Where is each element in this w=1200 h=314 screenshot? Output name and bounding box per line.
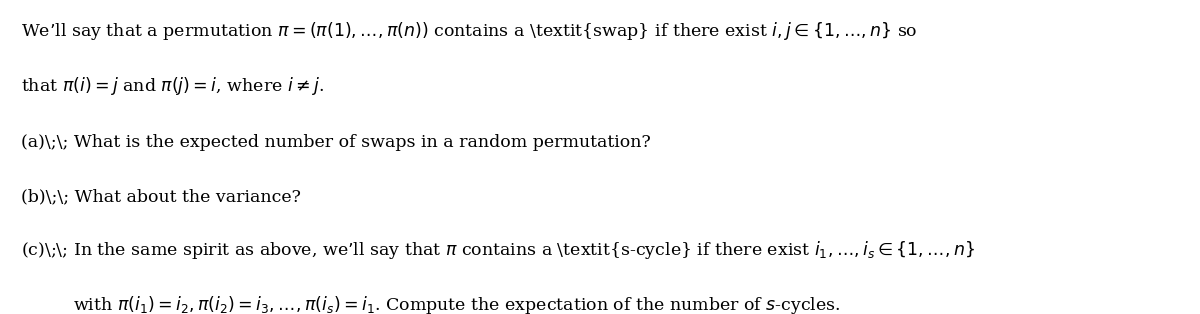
Text: that $\pi(i) = j$ and $\pi(j) = i$, where $i \neq j$.: that $\pi(i) = j$ and $\pi(j) = i$, wher… [20,75,324,97]
Text: (b)\;\; What about the variance?: (b)\;\; What about the variance? [20,188,301,205]
Text: (c)\;\; In the same spirit as above, we’ll say that $\pi$ contains a \textit{s-c: (c)\;\; In the same spirit as above, we’… [20,239,974,261]
Text: (a)\;\; What is the expected number of swaps in a random permutation?: (a)\;\; What is the expected number of s… [20,134,650,151]
Text: with $\pi(i_1) = i_2, \pi(i_2) = i_3, \ldots, \pi(i_s) = i_1$. Compute the expec: with $\pi(i_1) = i_2, \pi(i_2) = i_3, \l… [73,294,841,314]
Text: We’ll say that a permutation $\pi = (\pi(1),\ldots,\pi(n))$ contains a \textit{s: We’ll say that a permutation $\pi = (\pi… [20,20,918,42]
